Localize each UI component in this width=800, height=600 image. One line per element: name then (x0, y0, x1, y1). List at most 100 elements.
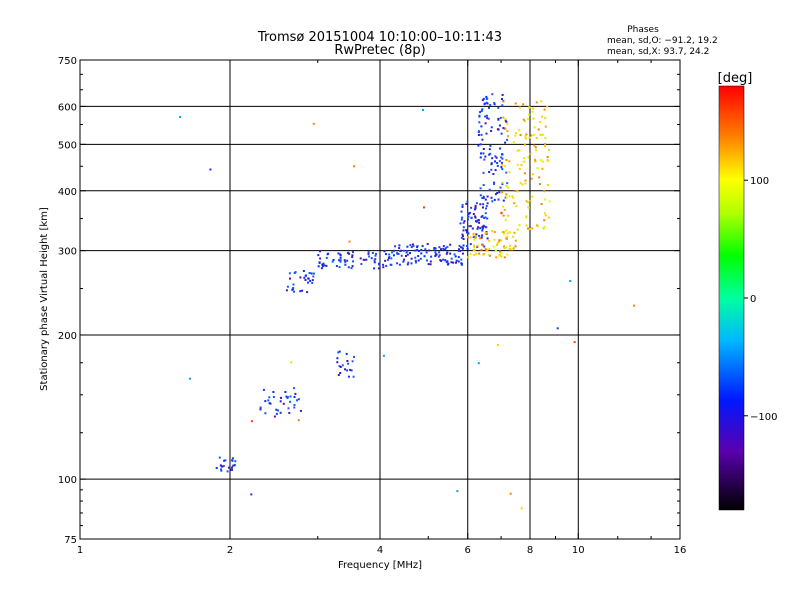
data-point (455, 261, 457, 264)
data-point (494, 160, 496, 163)
data-point (488, 153, 491, 156)
data-point (508, 231, 511, 234)
data-point (521, 183, 524, 186)
data-point (518, 168, 521, 170)
data-point (292, 290, 295, 293)
data-point (469, 225, 472, 228)
data-point (529, 228, 532, 230)
data-point (367, 252, 370, 255)
data-point (515, 132, 517, 135)
data-point (373, 259, 376, 262)
data-point (453, 253, 456, 256)
data-point (396, 262, 399, 265)
data-point (353, 355, 355, 358)
data-point (523, 160, 526, 163)
data-point (473, 244, 475, 247)
data-point (457, 256, 460, 259)
data-point (407, 261, 410, 264)
data-point (385, 264, 388, 267)
data-point (494, 193, 497, 196)
data-point (491, 230, 494, 233)
data-point (461, 247, 464, 250)
data-point (470, 206, 473, 209)
data-point (546, 159, 549, 161)
data-point (504, 141, 507, 144)
data-point (507, 135, 509, 138)
data-point (544, 117, 547, 120)
data-point (461, 252, 464, 255)
data-point (482, 152, 485, 155)
data-point (416, 246, 419, 249)
data-point (501, 161, 503, 164)
data-point (484, 198, 487, 201)
data-point (507, 186, 510, 189)
data-point (486, 217, 489, 220)
data-point (312, 275, 315, 278)
data-point (302, 270, 305, 272)
data-point (500, 166, 503, 169)
data-point (519, 134, 522, 136)
data-point (496, 128, 499, 131)
data-point (438, 246, 441, 249)
data-point (531, 195, 534, 198)
data-point (502, 231, 505, 233)
data-point (505, 159, 508, 161)
data-point (502, 100, 505, 103)
data-point (483, 245, 486, 248)
data-point (288, 412, 291, 414)
data-point (506, 182, 509, 185)
data-point (541, 160, 544, 163)
data-point (350, 267, 353, 270)
data-point (498, 240, 501, 243)
data-point (227, 466, 230, 469)
data-point (500, 239, 503, 242)
data-point (459, 249, 462, 252)
data-point (544, 214, 547, 217)
data-point (479, 237, 482, 240)
data-point (368, 255, 371, 258)
data-point (533, 144, 536, 147)
data-point (286, 397, 289, 400)
data-point (312, 122, 315, 125)
data-point (292, 283, 295, 286)
data-point (461, 203, 464, 206)
data-point (490, 196, 493, 199)
data-point (460, 262, 463, 265)
data-point (317, 254, 320, 257)
data-point (486, 202, 489, 205)
data-point (523, 120, 526, 123)
data-point (473, 208, 476, 211)
data-point (512, 196, 515, 199)
data-point (488, 106, 490, 109)
data-point (293, 387, 295, 390)
data-point (337, 351, 340, 354)
data-point (482, 203, 485, 206)
data-point (434, 255, 437, 257)
data-point (505, 237, 508, 240)
data-point (500, 132, 503, 135)
data-point (406, 253, 409, 256)
data-point (547, 184, 549, 186)
data-point (233, 464, 236, 467)
data-point (259, 406, 262, 409)
data-point (512, 247, 515, 250)
data-point (231, 469, 233, 471)
data-point (332, 259, 335, 261)
data-point (218, 456, 221, 459)
data-point (337, 374, 340, 376)
data-point (501, 157, 504, 160)
y-tick-label: 300 (58, 247, 77, 258)
data-point (500, 252, 503, 254)
data-point (344, 263, 347, 266)
x-tick-label: 10 (572, 545, 585, 556)
data-point (514, 102, 517, 105)
data-point (506, 138, 509, 141)
data-point (481, 234, 484, 237)
data-point (304, 274, 307, 277)
data-point (420, 252, 423, 255)
data-point (497, 117, 500, 120)
data-point (503, 165, 506, 168)
data-point (331, 260, 334, 263)
data-point (339, 256, 342, 259)
data-point (480, 133, 483, 136)
